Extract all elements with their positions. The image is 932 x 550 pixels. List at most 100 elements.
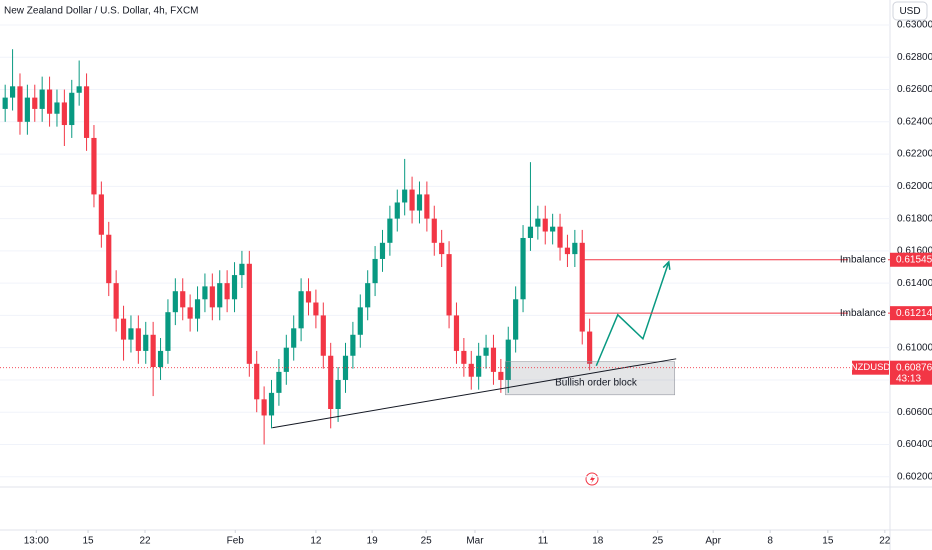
- candle-body: [379, 242, 386, 259]
- candle-body: [24, 97, 30, 122]
- candle-body: [194, 299, 201, 319]
- candle-body: [564, 247, 571, 255]
- candle-body: [335, 379, 341, 409]
- y-tick-label: 0.62400: [897, 116, 932, 127]
- x-tick-label: Mar: [466, 536, 484, 547]
- candle-body: [305, 291, 312, 303]
- chart-title: New Zealand Dollar / U.S. Dollar, 4h, FX…: [4, 6, 199, 17]
- candle-body: [505, 339, 511, 380]
- y-tick-label: 0.61600: [897, 246, 932, 257]
- y-tick-label: 0.60600: [897, 407, 932, 418]
- candle-body: [120, 318, 127, 340]
- candle-body: [54, 102, 60, 114]
- y-tick-label: 0.61000: [897, 342, 932, 353]
- candle-body: [298, 291, 304, 329]
- candle-body: [224, 283, 230, 300]
- imbalance-tag: Imbalance: [840, 254, 887, 265]
- candle-body: [143, 334, 149, 351]
- candle-body: [416, 194, 423, 211]
- x-tick-label: 15: [822, 536, 834, 547]
- price-label: 0.61214: [896, 308, 932, 319]
- candle-body: [9, 86, 16, 98]
- candle-body: [483, 347, 489, 356]
- imbalance-tag-bg: [848, 306, 888, 321]
- candle-body: [39, 89, 45, 109]
- candle-body: [387, 218, 393, 243]
- y-tick-label: 0.62600: [897, 84, 932, 95]
- x-tick-label: 11: [538, 536, 549, 547]
- candle-body: [157, 350, 164, 368]
- candle-body: [83, 86, 90, 138]
- currency-button[interactable]: [892, 1, 928, 21]
- x-tick-label: 13:00: [24, 536, 49, 547]
- candle-body: [150, 334, 156, 368]
- candle-body: [520, 237, 526, 300]
- candle-body: [527, 226, 534, 238]
- trendline: [272, 358, 677, 429]
- x-tick-label: Feb: [227, 536, 245, 547]
- candle-body: [402, 189, 408, 203]
- imbalance-tag-bg: [848, 252, 888, 267]
- candle-body: [276, 371, 282, 393]
- candle-body: [209, 286, 215, 308]
- y-tick-label: 0.61800: [897, 213, 932, 224]
- candle-body: [513, 299, 519, 340]
- x-tick-label: 15: [82, 536, 94, 547]
- candle-body: [328, 355, 334, 409]
- candle-body: [32, 97, 38, 109]
- candle-body: [202, 286, 208, 300]
- candle-body: [113, 283, 119, 319]
- candle-body: [217, 283, 223, 308]
- candle-body: [468, 363, 474, 377]
- candle-body: [2, 97, 8, 109]
- candle-body: [76, 86, 82, 93]
- candle-body: [91, 137, 97, 195]
- price-label: 0.61545: [896, 254, 932, 265]
- lightning-icon: [585, 472, 599, 486]
- candle-body: [557, 226, 563, 248]
- candle-body: [61, 102, 67, 126]
- price-label-bg: [890, 252, 932, 267]
- candle-body: [476, 355, 482, 377]
- candle-body: [268, 392, 275, 416]
- candle-body: [439, 242, 445, 255]
- candle-body: [424, 194, 430, 219]
- projection-arrowhead: [662, 260, 671, 270]
- symbol-tag: NZDUSD: [851, 362, 891, 373]
- order-block: [504, 361, 676, 396]
- candle-body: [550, 226, 556, 232]
- candle-body: [231, 275, 238, 300]
- x-tick-label: Apr: [705, 536, 721, 547]
- y-tick-label: 0.60200: [897, 471, 932, 482]
- current-price-label: 0.60876: [896, 362, 932, 373]
- candle-body: [313, 302, 319, 316]
- candle-body: [357, 307, 363, 335]
- x-tick-label: 25: [421, 536, 433, 547]
- candle-body: [98, 194, 104, 235]
- candle-body: [587, 331, 593, 364]
- countdown-label: 43:13: [896, 373, 921, 384]
- candle-body: [446, 254, 452, 316]
- currency-label[interactable]: USD: [899, 6, 920, 17]
- y-tick-label: 0.62000: [897, 181, 932, 192]
- candle-body: [180, 291, 186, 308]
- candle-body: [320, 315, 326, 356]
- candle-body: [461, 350, 467, 364]
- y-tick-label: 0.60400: [897, 439, 932, 450]
- order-block-label: Bullish order block: [555, 377, 638, 388]
- candle-body: [172, 291, 178, 313]
- x-tick-label: 25: [652, 536, 664, 547]
- candle-body: [46, 89, 53, 114]
- candle-body: [498, 371, 504, 380]
- candle-body: [535, 218, 541, 227]
- candle-body: [128, 328, 134, 340]
- candle-body: [542, 218, 548, 232]
- x-tick-label: 22: [139, 536, 151, 547]
- x-tick-label: 22: [879, 536, 891, 547]
- candle-body: [187, 307, 193, 319]
- candle-body: [254, 363, 260, 400]
- candle-body: [17, 86, 23, 122]
- candle-body: [239, 263, 245, 276]
- candle-body: [165, 312, 171, 351]
- candle-body: [261, 399, 267, 416]
